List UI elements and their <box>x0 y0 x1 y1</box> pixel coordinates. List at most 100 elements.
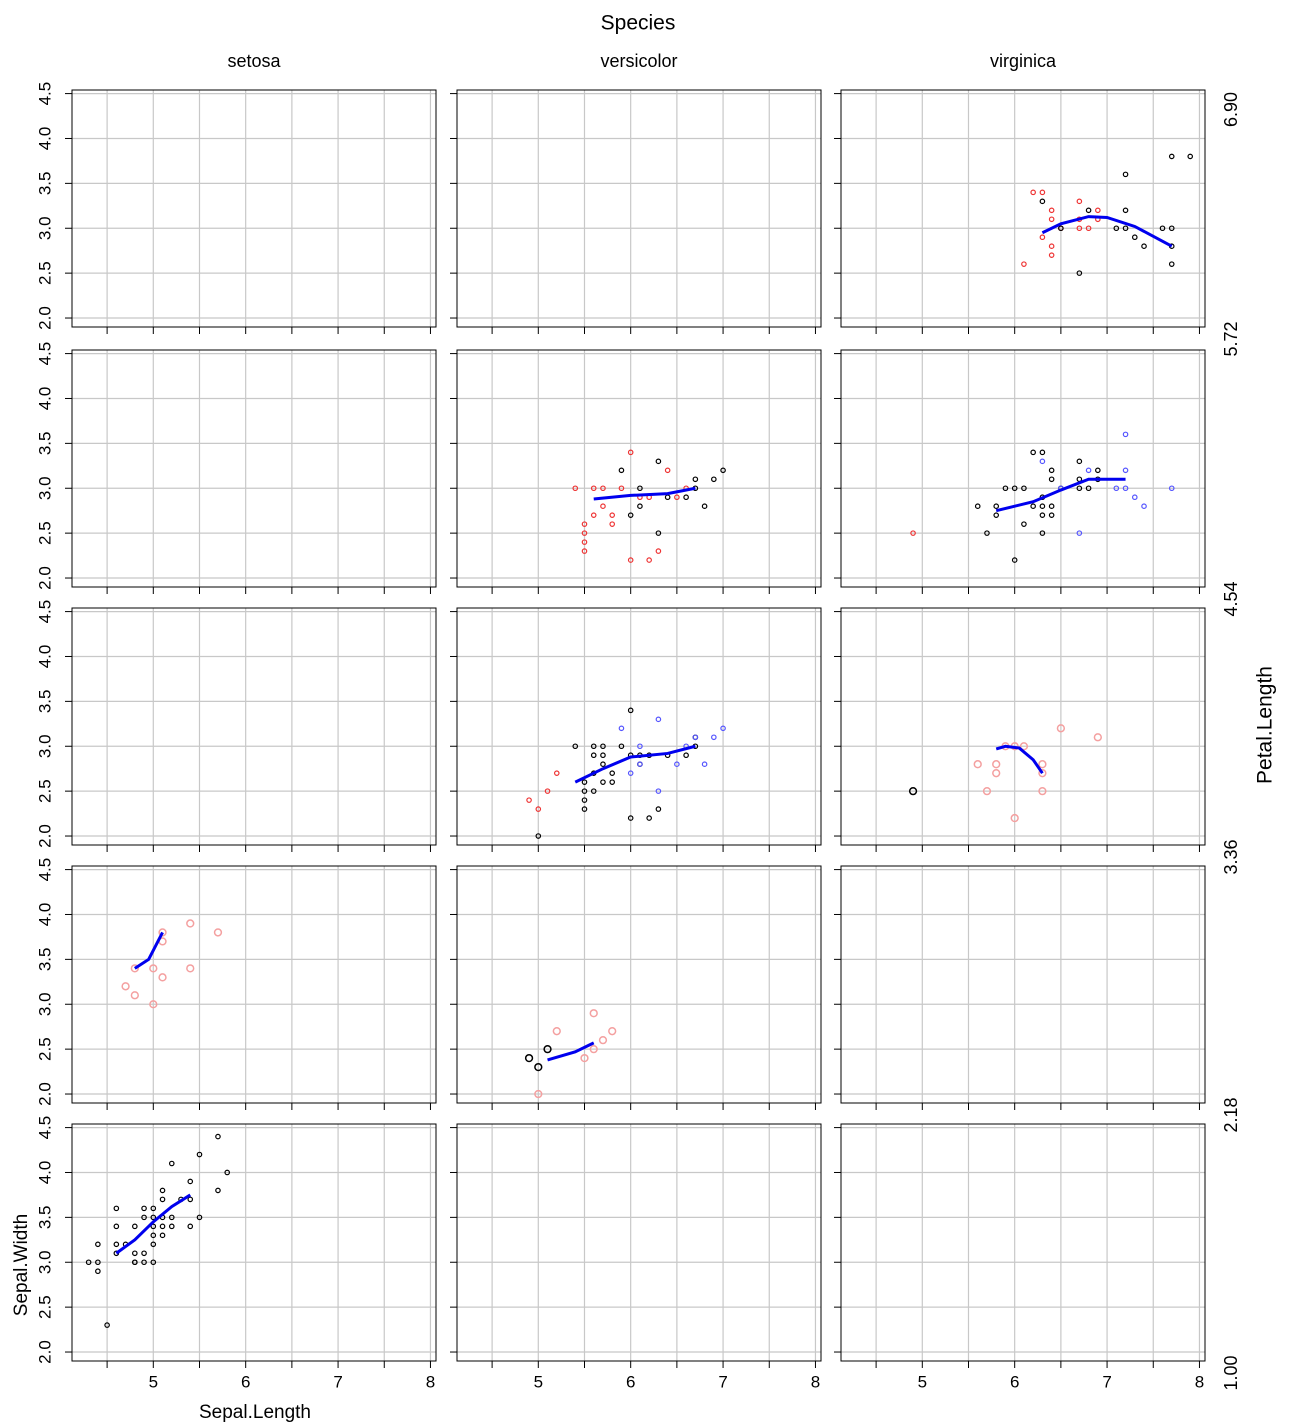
data-point <box>655 788 662 794</box>
data-point <box>664 467 671 474</box>
data-point <box>1113 225 1120 232</box>
data-point <box>982 786 992 796</box>
data-point <box>1093 733 1102 742</box>
column-label: setosa <box>227 51 281 71</box>
y-tick-label: 4.0 <box>35 645 54 669</box>
data-point <box>1048 216 1055 223</box>
x-tick-label: 6 <box>626 1372 635 1391</box>
data-point <box>590 752 597 759</box>
data-point <box>535 806 542 812</box>
data-point <box>150 1232 157 1239</box>
x-tick-label: 8 <box>1195 1372 1204 1391</box>
data-point <box>618 743 625 750</box>
data-point <box>95 1268 101 1275</box>
data-point <box>974 503 981 510</box>
data-point <box>1019 742 1029 751</box>
data-point <box>627 815 634 821</box>
data-point <box>720 725 726 732</box>
data-point <box>627 770 634 776</box>
data-point <box>141 1250 147 1257</box>
data-point <box>1131 234 1138 241</box>
data-point <box>150 1214 157 1221</box>
data-point <box>1076 530 1083 536</box>
data-point <box>186 919 195 928</box>
y-tick-label: 4.0 <box>35 127 54 151</box>
data-point <box>598 1036 608 1045</box>
data-point <box>168 1223 175 1230</box>
data-point <box>113 1241 120 1248</box>
data-point <box>701 761 708 768</box>
row-break-label: 4.54 <box>1221 581 1241 616</box>
data-point <box>224 1169 231 1176</box>
data-point <box>1168 153 1175 160</box>
y-tick-label: 4.5 <box>35 600 54 624</box>
row-break-label: 3.36 <box>1221 839 1241 874</box>
panel-frame <box>71 349 437 588</box>
data-point <box>121 982 130 991</box>
x-tick-label: 6 <box>241 1372 250 1391</box>
data-point <box>1076 198 1083 205</box>
smooth-line <box>995 477 1126 513</box>
data-point <box>1076 270 1083 276</box>
smooth-line <box>134 931 164 970</box>
y-tick-label: 4.0 <box>35 903 54 927</box>
panel-frame <box>840 349 1206 588</box>
data-point <box>196 1214 203 1221</box>
data-point <box>534 1089 543 1099</box>
data-point <box>600 752 606 759</box>
data-point <box>168 1214 175 1221</box>
data-point <box>581 788 588 794</box>
x-tick-label: 5 <box>149 1372 158 1391</box>
data-point <box>674 761 680 768</box>
row-break-label: 5.72 <box>1221 321 1241 356</box>
row-variable-label: Petal.Length <box>1254 666 1277 784</box>
y-tick-label: 3.5 <box>35 172 54 196</box>
data-point <box>149 1000 158 1009</box>
y-tick-label: 3.5 <box>35 1206 54 1230</box>
data-point <box>534 1062 543 1072</box>
column-label: virginica <box>990 51 1057 71</box>
data-point <box>1002 485 1009 492</box>
data-point <box>1187 153 1194 160</box>
data-point <box>1038 760 1047 769</box>
data-point <box>132 1223 138 1230</box>
data-point <box>1085 485 1092 492</box>
smooth-line <box>1041 215 1173 248</box>
x-axis-label: Sepal.Length <box>199 1402 311 1423</box>
data-point <box>141 1205 147 1212</box>
y-tick-label: 4.0 <box>35 1161 54 1185</box>
data-point <box>1076 225 1083 232</box>
x-tick-label: 8 <box>811 1372 820 1391</box>
data-point <box>1048 243 1055 250</box>
x-tick-label: 6 <box>1010 1372 1019 1391</box>
data-point <box>1039 530 1046 536</box>
data-point <box>609 521 616 527</box>
x-tick-label: 7 <box>718 1372 727 1391</box>
data-point <box>627 707 634 714</box>
data-point <box>683 494 689 501</box>
data-point <box>637 761 643 768</box>
data-point <box>1141 503 1147 510</box>
y-tick-label: 2.0 <box>35 1082 54 1106</box>
data-point <box>1021 485 1027 492</box>
data-point <box>104 1322 110 1328</box>
data-point <box>572 485 579 492</box>
row-break-label: 6.90 <box>1221 92 1241 127</box>
data-point <box>1076 485 1083 492</box>
data-point <box>1048 467 1055 474</box>
data-point <box>908 786 918 796</box>
panel-frame <box>840 607 1206 846</box>
data-point <box>1021 261 1027 267</box>
data-point <box>544 788 551 794</box>
data-point <box>692 476 699 483</box>
data-point <box>600 761 606 768</box>
y-tick-label: 2.0 <box>35 566 54 590</box>
data-point <box>215 1133 221 1140</box>
data-point <box>150 1259 157 1266</box>
panel-frame <box>840 89 1206 328</box>
data-point <box>600 743 606 750</box>
data-point <box>526 797 532 803</box>
y-tick-label: 2.5 <box>35 779 54 803</box>
data-point <box>1141 243 1147 250</box>
panel-frame <box>456 349 822 588</box>
